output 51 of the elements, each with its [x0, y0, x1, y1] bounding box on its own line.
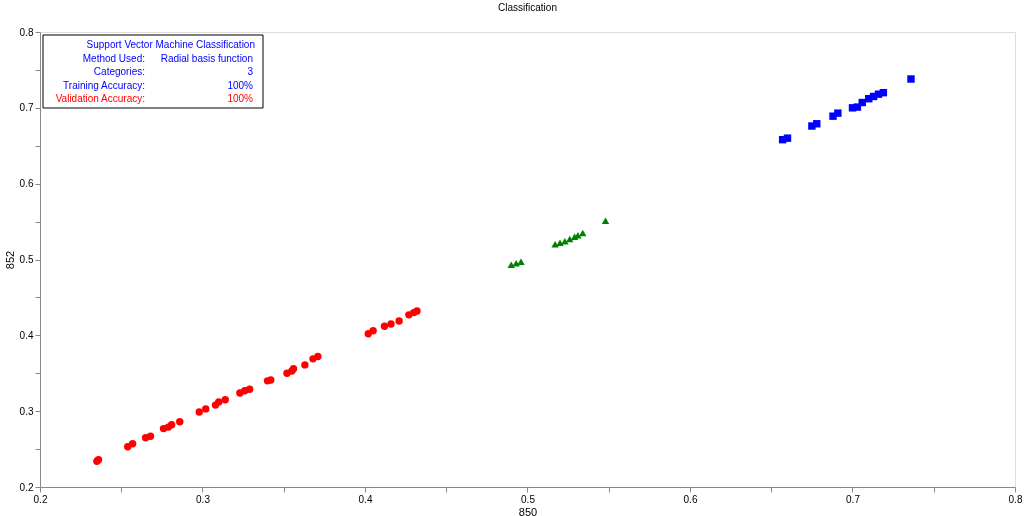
point	[221, 396, 229, 404]
annotation: Method Used:	[82, 52, 145, 64]
point	[202, 405, 210, 413]
x-tick-label: 0.8	[1008, 493, 1023, 505]
x-tick-label: 0.5	[521, 493, 536, 505]
point	[267, 376, 275, 384]
annotation: Radial basis function	[160, 52, 253, 64]
point	[146, 432, 155, 440]
point	[301, 361, 309, 369]
y-tick-label: 0.5	[19, 254, 34, 265]
point	[395, 317, 403, 325]
annotation: Categories:	[93, 66, 145, 77]
y-tick-label: 0.4	[19, 329, 34, 341]
point	[380, 322, 389, 330]
point	[195, 408, 203, 416]
x-tick-label: 0.2	[33, 493, 48, 505]
point	[215, 398, 223, 406]
point	[579, 229, 587, 237]
annotation: 100%	[227, 93, 254, 104]
point	[907, 75, 915, 83]
annotation: Validation Accuracy:	[55, 93, 145, 104]
y-tick-label: 0.2	[19, 481, 34, 493]
point	[369, 327, 377, 335]
annotation: Training Accuracy:	[63, 79, 145, 91]
point	[314, 352, 322, 361]
point	[551, 241, 559, 248]
x-tick-label: 0.6	[683, 493, 698, 505]
x-axis-title: 850	[518, 505, 538, 516]
point	[176, 418, 184, 426]
y-tick-label: 0.7	[19, 102, 34, 114]
x-tick-label: 0.7	[846, 493, 861, 505]
x-tick-label: 0.3	[196, 493, 211, 505]
point	[601, 217, 610, 225]
x-tick-label: 0.4	[358, 493, 373, 505]
y-tick-label: 0.3	[19, 405, 34, 417]
annotation: Support Vector Machine Classification	[86, 39, 255, 50]
point	[834, 109, 842, 117]
point	[512, 260, 520, 267]
y-tick-label: 0.6	[19, 178, 34, 190]
annotation: 100%	[227, 79, 254, 91]
point	[517, 258, 525, 265]
y-axis-title: 852	[3, 250, 16, 270]
chart-title: Classification	[498, 2, 557, 13]
point	[387, 320, 395, 328]
y-tick-label: 0.8	[19, 26, 34, 38]
point	[128, 440, 137, 448]
point	[561, 238, 569, 245]
point	[853, 103, 862, 111]
point	[245, 385, 254, 393]
annotation: 3	[247, 66, 254, 77]
point	[783, 134, 792, 142]
